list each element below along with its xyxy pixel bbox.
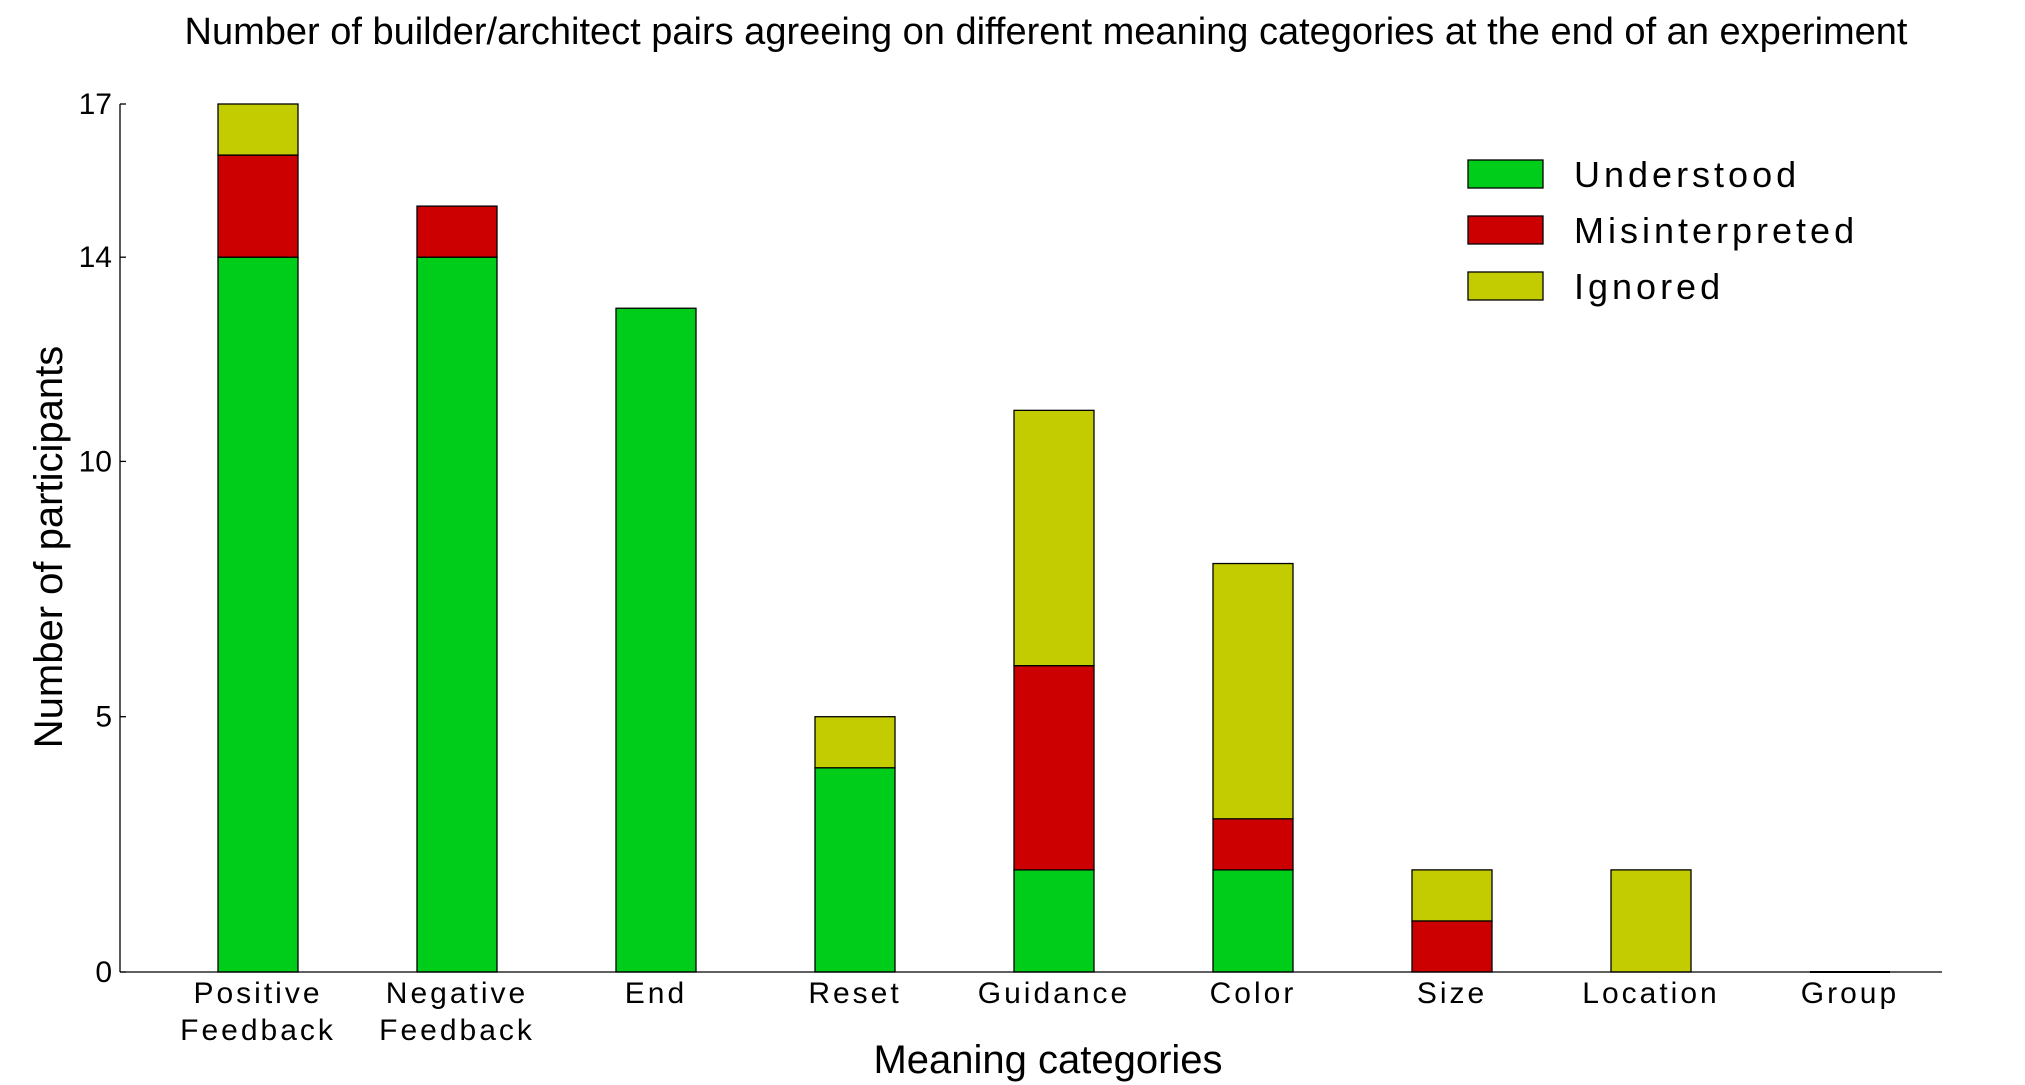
bar-end-understood xyxy=(615,307,697,973)
y-tick-label-14: 14 xyxy=(79,241,112,274)
x-tick-label-reset: Reset xyxy=(808,977,901,1010)
bar-guidance-ignored xyxy=(1013,409,1095,667)
x-tick-label-size: Size xyxy=(1417,977,1487,1010)
legend: Understood Misinterpreted Ignored xyxy=(1467,154,1858,307)
y-tick-label-0: 0 xyxy=(95,956,112,989)
bar-negative-feedback-misinterpreted xyxy=(416,205,498,258)
bar-positive-feedback-ignored xyxy=(217,103,299,156)
x-tick-label-group: Group xyxy=(1801,977,1899,1010)
bar-negative-feedback-understood xyxy=(416,256,498,973)
legend-swatch-misinterpreted xyxy=(1467,215,1544,245)
y-ticks-group: 0 5 10 14 17 xyxy=(79,88,126,989)
x-tick-label-guidance: Guidance xyxy=(978,977,1130,1010)
x-tick-label-positive-feedback: Positive Feedback xyxy=(180,977,336,1047)
y-tick-label-5: 5 xyxy=(95,701,112,734)
x-tick-labels-group: Positive Feedback Negative Feedback End Reset… xyxy=(180,977,1899,1047)
bar-size-misinterpreted xyxy=(1411,920,1493,973)
x-tick-label-location: Location xyxy=(1582,977,1719,1010)
legend-swatch-understood xyxy=(1467,159,1544,189)
bars-group xyxy=(217,103,1890,973)
bar-location-ignored xyxy=(1610,869,1692,973)
y-tick-label-17: 17 xyxy=(79,88,112,121)
y-tick-label-10: 10 xyxy=(79,445,112,478)
y-axis-title: Number of participants xyxy=(27,346,71,748)
bar-reset-understood xyxy=(814,767,896,973)
legend-label-misinterpreted: Misinterpreted xyxy=(1574,210,1858,251)
bar-color-understood xyxy=(1212,869,1294,973)
x-tick-label-end: End xyxy=(625,977,687,1010)
x-tick-label-negative-feedback: Negative Feedback xyxy=(379,977,535,1047)
legend-label-ignored: Ignored xyxy=(1574,266,1724,307)
bar-color-ignored xyxy=(1212,562,1294,820)
bar-guidance-understood xyxy=(1013,869,1095,973)
legend-swatch-ignored xyxy=(1467,271,1544,301)
x-axis-title: Meaning categories xyxy=(873,1038,1222,1082)
bar-guidance-misinterpreted xyxy=(1013,664,1095,871)
axes-group xyxy=(119,104,1942,973)
chart-title: Number of builder/architect pairs agreei… xyxy=(185,11,1908,53)
bar-positive-feedback-understood xyxy=(217,256,299,973)
legend-label-understood: Understood xyxy=(1574,154,1800,195)
bar-size-ignored xyxy=(1411,869,1493,922)
bar-color-misinterpreted xyxy=(1212,818,1294,871)
bar-positive-feedback-misinterpreted xyxy=(217,154,299,258)
bar-reset-ignored xyxy=(814,716,896,769)
x-tick-label-color: Color xyxy=(1210,977,1297,1010)
